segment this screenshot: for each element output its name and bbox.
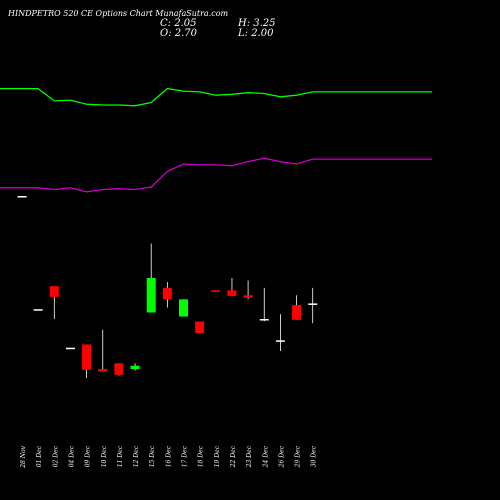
- chart-title: HINDPETRO 520 CE Options Chart MunafaSut…: [8, 9, 229, 18]
- ma-lower-line: [0, 157, 432, 193]
- date-label: 16 Dec: [165, 445, 172, 467]
- candle-body: [17, 196, 27, 198]
- date-label: 15 Dec: [149, 445, 156, 467]
- candle-body: [146, 278, 156, 313]
- date-label: 22 Dec: [230, 445, 237, 468]
- candle-body: [292, 305, 302, 320]
- high-value: H: 3.25: [238, 18, 276, 29]
- date-labels: 28 Nov 01 Dec 02 Dec 04 Dec 09 Dec 10 Dec 11 D…: [20, 445, 318, 468]
- date-label: 11 Dec: [117, 445, 124, 467]
- candle-body: [130, 365, 140, 370]
- candle-body: [33, 309, 43, 311]
- close-value: C: 2.05: [160, 18, 197, 29]
- candle-body: [259, 319, 269, 321]
- date-label: 24 Dec: [262, 445, 269, 468]
- date-label: 04 Dec: [68, 445, 75, 467]
- candle-body: [308, 303, 318, 305]
- candle-body: [98, 369, 108, 372]
- low-value: L: 2.00: [238, 28, 274, 39]
- candle-body: [179, 299, 188, 317]
- date-label: 18 Dec: [198, 445, 205, 467]
- candle-body: [195, 321, 205, 333]
- candle-body: [162, 287, 172, 300]
- candle-body: [114, 363, 124, 375]
- date-label: 01 Dec: [36, 445, 43, 467]
- candle-body: [82, 344, 92, 370]
- date-label: 02 Dec: [52, 445, 59, 467]
- candle-body: [227, 290, 237, 297]
- date-label: 19 Dec: [214, 445, 221, 467]
- date-label: 10 Dec: [101, 445, 108, 467]
- candle-body: [275, 340, 285, 342]
- date-label: 30 Dec: [311, 445, 318, 467]
- ma-upper-line: [0, 87, 432, 107]
- date-label: 28 Nov: [20, 445, 27, 468]
- candle-body: [65, 347, 75, 350]
- date-label: 09 Dec: [85, 445, 92, 467]
- date-label: 23 Dec: [246, 445, 253, 468]
- date-label: 17 Dec: [182, 445, 189, 467]
- candle-body: [243, 295, 253, 298]
- date-label: 12 Dec: [133, 445, 140, 467]
- candlesticks: [17, 196, 318, 379]
- open-value: O: 2.70: [160, 28, 198, 39]
- candle-body: [49, 286, 59, 297]
- date-label: 26 Dec: [278, 445, 285, 468]
- date-label: 29 Dec: [295, 445, 302, 468]
- moving-average-lines: [0, 87, 432, 193]
- candle-body: [211, 290, 221, 292]
